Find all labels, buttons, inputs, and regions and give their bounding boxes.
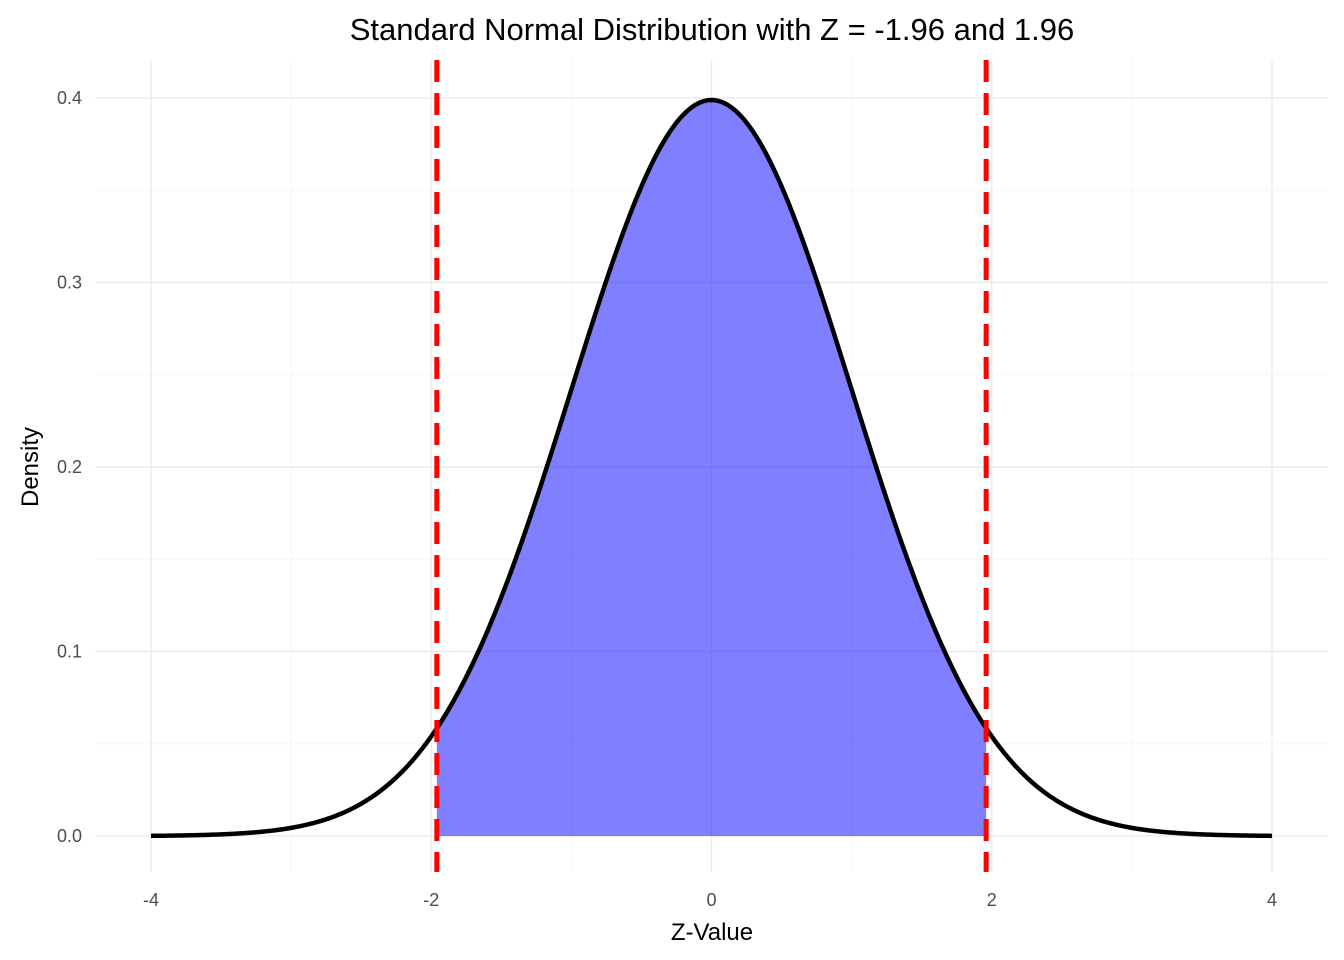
y-tick-labels: 0.0 0.1 0.2 0.3 0.4 (57, 88, 82, 846)
x-axis-title: Z-Value (671, 919, 753, 946)
x-tick-label: 2 (987, 890, 997, 910)
y-tick-label: 0.3 (57, 273, 82, 293)
shaded-area (436, 100, 987, 836)
y-tick-label: 0.0 (57, 826, 82, 846)
x-tick-label: 0 (706, 890, 716, 910)
x-tick-label: 4 (1267, 890, 1277, 910)
y-axis-title: Density (17, 427, 44, 507)
x-tick-label: -2 (423, 890, 439, 910)
x-tick-label: -4 (143, 890, 159, 910)
y-tick-label: 0.1 (57, 642, 82, 662)
density-curve (150, 97, 1273, 839)
critical-value-lines (434, 60, 989, 872)
x-tick-labels: -4 -2 0 2 4 (143, 890, 1277, 910)
chart-title: Standard Normal Distribution with Z = -1… (350, 12, 1075, 47)
y-tick-label: 0.2 (57, 457, 82, 477)
y-tick-label: 0.4 (57, 88, 82, 108)
